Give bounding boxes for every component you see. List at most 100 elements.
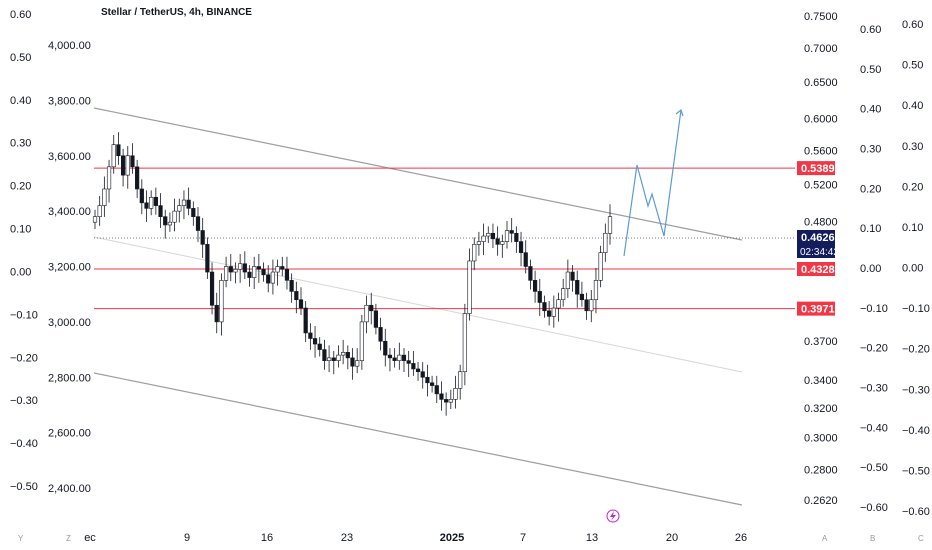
right-price-tick: 0.6000: [804, 114, 838, 126]
candle: [261, 262, 266, 282]
candle: [270, 259, 276, 295]
candle: [322, 339, 327, 370]
candle: [275, 259, 280, 286]
candle: [486, 226, 491, 243]
candle: [345, 345, 350, 370]
time-axis-tick: 9: [184, 532, 190, 544]
right-percent-tick: 0.10: [902, 222, 923, 234]
footer-scale-letter: Z: [66, 534, 71, 543]
right-price-tick: 0.7500: [804, 11, 838, 23]
level-price-tag: [797, 161, 835, 176]
candle: [565, 259, 570, 298]
right-price-tick: 0.3000: [804, 433, 838, 445]
bar-countdown-text: 02:34:42: [800, 247, 839, 258]
candle: [125, 146, 130, 189]
time-axis-tick: 16: [261, 532, 273, 544]
candle: [509, 218, 514, 243]
candle: [191, 201, 196, 226]
level-price-tag: [797, 262, 835, 277]
candle: [472, 237, 477, 271]
candle: [453, 375, 458, 409]
candle: [97, 195, 102, 226]
candle: [149, 190, 154, 216]
candle: [167, 212, 173, 232]
right-percent-tick: −0.30: [860, 383, 888, 395]
candle: [280, 256, 285, 277]
candle: [579, 281, 585, 307]
candle: [387, 348, 393, 372]
chart-title: Stellar / TetherUS, 4h, BINANCE: [101, 7, 252, 18]
right-price-tick: 0.2800: [804, 464, 838, 476]
right-percent-tick: −0.60: [902, 506, 930, 518]
candle: [542, 295, 547, 318]
projection-arrowhead: [675, 108, 684, 117]
candle: [219, 273, 224, 336]
left-outer-tick: 0.10: [10, 224, 31, 236]
level-price-tag-text: 0.5389: [801, 163, 835, 175]
left-inner-axis: 4,000.00 3,800.00 3,600.00 3,400.00 3,200.00…: [48, 40, 91, 495]
candle: [589, 290, 594, 323]
candle: [444, 392, 449, 416]
candle: [238, 254, 243, 283]
candle: [547, 301, 552, 326]
candle: [397, 342, 402, 370]
candle: [336, 345, 341, 368]
right-percent-axis-1: 0.60 0.50 0.40 0.30 0.20 0.10 0.00 −0.10 −0.20 −0…: [860, 24, 888, 514]
last-price-tag-text: 0.4626: [801, 232, 835, 244]
time-axis-tick: 23: [341, 532, 353, 544]
left-outer-tick: 0.50: [10, 52, 31, 64]
candle: [130, 143, 135, 174]
right-percent-tick: 0.20: [902, 181, 923, 193]
time-axis-tick: 26: [735, 532, 747, 544]
candle: [490, 223, 496, 248]
footer-scale-letter: A: [822, 534, 828, 543]
left-inner-tick: 3,600.00: [48, 151, 91, 163]
candle: [102, 176, 107, 217]
candle: [298, 287, 304, 315]
candle: [575, 270, 580, 308]
lightning-icon[interactable]: [606, 509, 620, 523]
candle: [106, 159, 112, 203]
candle: [317, 337, 322, 357]
candle: [172, 198, 177, 232]
level-price-tag-text: 0.4328: [801, 264, 835, 276]
candle: [476, 231, 482, 256]
right-percent-tick: 0.00: [860, 263, 881, 275]
candle: [359, 314, 364, 370]
left-outer-tick: −0.20: [10, 352, 38, 364]
candle: [462, 303, 467, 386]
time-axis-tick: ec: [84, 532, 96, 544]
right-percent-tick: −0.10: [902, 303, 930, 315]
candle: [411, 350, 416, 376]
candle: [120, 148, 126, 187]
candle: [607, 204, 613, 245]
right-percent-tick: 0.40: [860, 104, 881, 116]
candle: [373, 303, 379, 335]
candle: [458, 364, 463, 400]
left-outer-tick: 0.30: [10, 138, 31, 150]
candle: [233, 262, 238, 284]
right-price-tick: 0.5600: [804, 145, 838, 157]
candle: [551, 295, 556, 328]
right-price-tick: 0.3700: [804, 336, 838, 348]
candle: [135, 159, 140, 199]
candle: [181, 190, 187, 220]
candle: [326, 345, 332, 372]
candle: [144, 190, 149, 222]
candle: [439, 381, 444, 411]
candle: [186, 187, 191, 216]
candle: [425, 364, 430, 397]
candle: [561, 278, 566, 307]
right-percent-tick: −0.20: [902, 344, 930, 356]
candle: [429, 375, 435, 393]
right-price-tick: 0.3200: [804, 403, 838, 415]
time-axis-tick: 7: [520, 532, 526, 544]
candle: [195, 206, 201, 242]
right-price-tick: 0.2620: [804, 495, 838, 507]
left-outer-tick: 0.40: [10, 95, 31, 107]
candle: [205, 237, 210, 279]
projection-path: [623, 109, 682, 257]
left-outer-tick: −0.10: [10, 309, 38, 321]
left-outer-tick: −0.30: [10, 395, 38, 407]
